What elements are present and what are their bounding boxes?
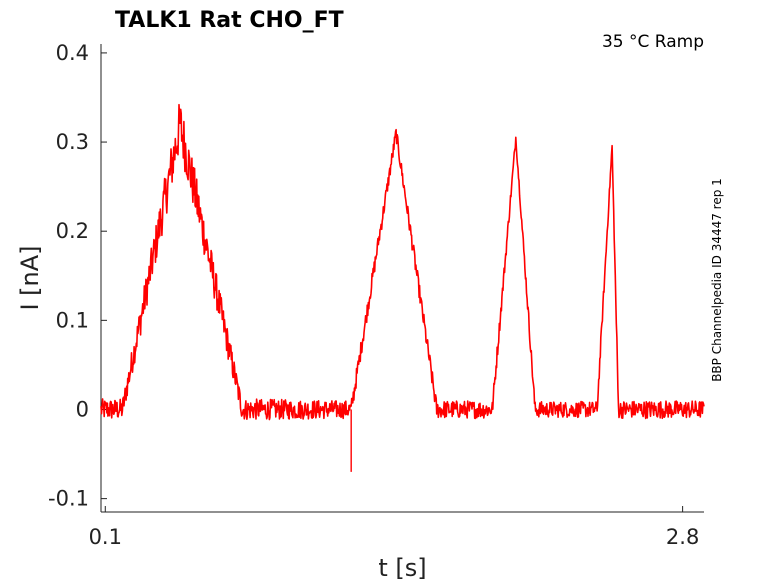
y-ticks: -0.1 0 0.1 0.2 0.3 0.4 xyxy=(48,41,107,511)
y-tick-label: -0.1 xyxy=(48,487,89,511)
current-trace-0 xyxy=(100,103,705,421)
x-axis-label: t [s] xyxy=(378,554,426,582)
traces xyxy=(100,103,705,472)
y-tick-label: 0.2 xyxy=(56,219,89,243)
channelpedia-id-label: BBP Channelpedia ID 34447 rep 1 xyxy=(710,178,724,382)
y-tick-label: 0.3 xyxy=(56,130,89,154)
x-tick-label: 2.8 xyxy=(666,525,699,549)
chart-title: TALK1 Rat CHO_FT xyxy=(115,8,344,33)
x-ticks: 0.1 2.8 xyxy=(89,506,699,549)
y-tick-label: 0.4 xyxy=(56,41,89,65)
axes xyxy=(100,44,704,513)
y-tick-label: 0 xyxy=(76,397,89,421)
condition-label: 35 °C Ramp xyxy=(602,32,704,52)
y-tick-label: 0.1 xyxy=(56,308,89,332)
x-tick-label: 0.1 xyxy=(89,525,122,549)
y-axis-label: I [nA] xyxy=(16,245,44,310)
